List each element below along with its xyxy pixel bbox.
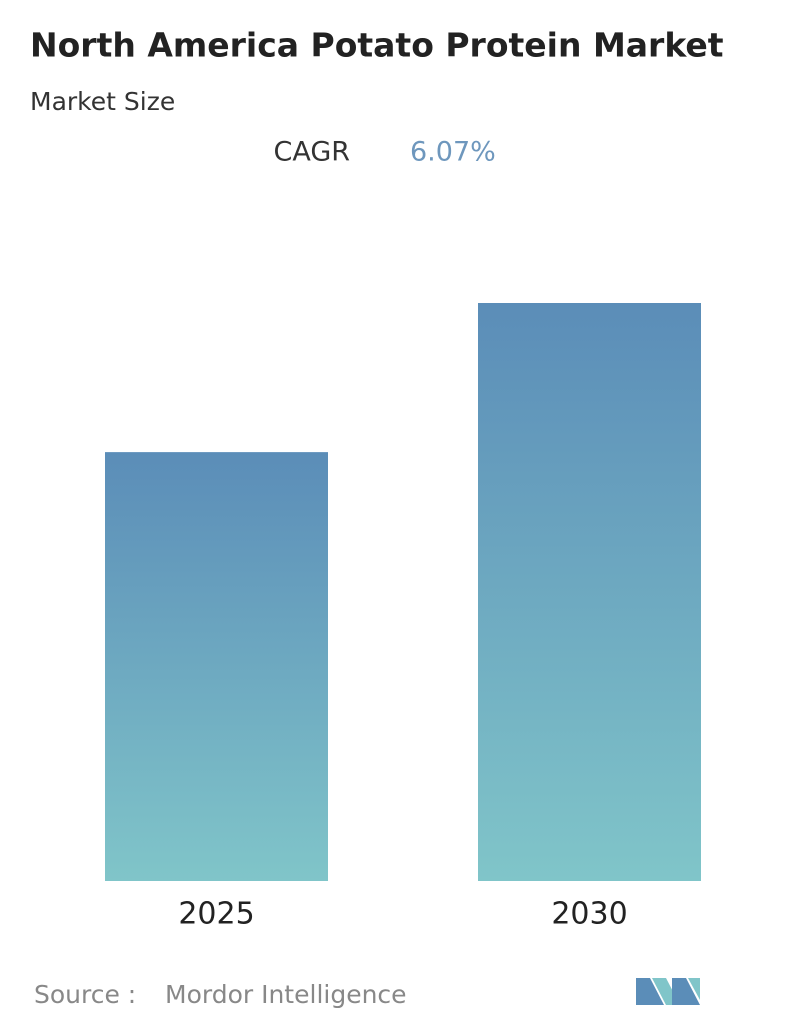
cagr-value: 6.07% — [410, 137, 496, 168]
chart-title: North America Potato Protein Market — [30, 26, 724, 65]
bar — [105, 452, 328, 881]
x-tick-label: 2030 — [551, 897, 627, 932]
chart-subtitle: Market Size — [30, 87, 175, 116]
source-label: Source : — [34, 980, 136, 1009]
logo — [636, 978, 700, 1005]
cagr-label: CAGR — [273, 137, 350, 168]
bar — [478, 303, 701, 881]
source: Mordor Intelligence — [165, 980, 407, 1009]
x-tick-label: 2025 — [178, 897, 254, 932]
